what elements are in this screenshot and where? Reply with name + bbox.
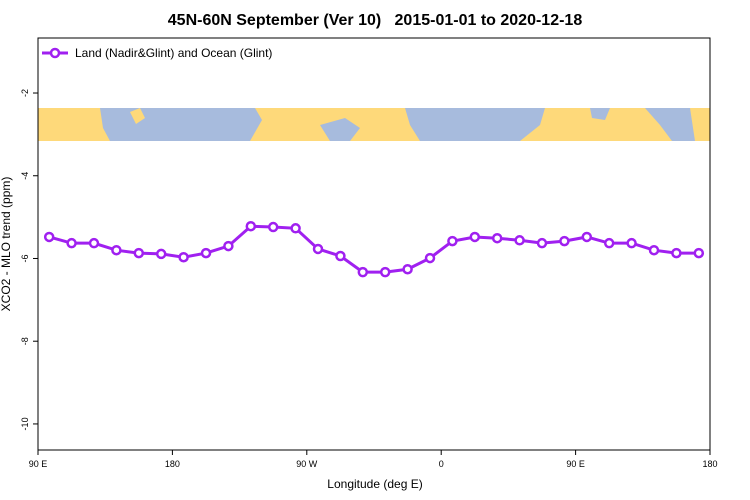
point	[671, 247, 682, 259]
y-tick-label: -6	[20, 254, 30, 262]
x-tick-label: 0	[439, 459, 444, 469]
y-tick-label: -10	[20, 417, 30, 430]
point	[693, 247, 705, 259]
point	[379, 266, 391, 278]
point	[469, 231, 481, 243]
point	[200, 247, 212, 259]
point	[559, 235, 570, 247]
point	[357, 266, 369, 278]
point	[335, 250, 346, 262]
y-tick-label: -2	[20, 89, 30, 97]
y-tick-label: -8	[20, 337, 30, 345]
point	[223, 240, 234, 252]
x-tick-label: 90 E	[566, 459, 585, 469]
point	[581, 231, 593, 243]
point	[178, 251, 189, 263]
point	[402, 263, 413, 275]
point	[514, 235, 525, 246]
x-axis-label: Longitude (deg E)	[327, 477, 422, 491]
point	[491, 232, 503, 244]
point	[290, 223, 301, 234]
point	[603, 237, 615, 249]
x-tick-label: 180	[165, 459, 180, 469]
map-ocean	[405, 108, 545, 141]
point	[155, 248, 167, 260]
map-ocean	[320, 118, 360, 141]
legend-label: Land (Nadir&Glint) and Ocean (Glint)	[75, 46, 272, 60]
map-land	[130, 108, 145, 124]
map-band	[38, 108, 710, 141]
point	[626, 237, 637, 249]
x-tick-label: 180	[702, 459, 717, 469]
plot-frame	[37, 37, 711, 451]
point	[648, 244, 660, 256]
point	[312, 243, 324, 255]
series-line	[48, 224, 699, 274]
x-tick-label: 90 W	[296, 459, 318, 469]
chart-title: 45N-60N September (Ver 10) 2015-01-01 to…	[168, 12, 583, 29]
point	[111, 244, 122, 256]
x-tick-label: 90 E	[29, 459, 48, 469]
y-axis-label: XCO2 - MLO trend (ppm)	[0, 177, 13, 312]
point	[447, 235, 458, 247]
legend-marker	[49, 47, 61, 59]
point	[536, 237, 548, 249]
map-ocean	[645, 108, 695, 141]
y-tick-label: -4	[20, 172, 30, 180]
point	[245, 220, 257, 232]
map-ocean	[100, 108, 262, 141]
map-ocean	[590, 108, 610, 120]
point	[133, 247, 145, 259]
point	[66, 237, 77, 249]
point	[424, 252, 436, 264]
point	[88, 237, 100, 249]
point	[267, 221, 279, 233]
point	[43, 231, 55, 243]
